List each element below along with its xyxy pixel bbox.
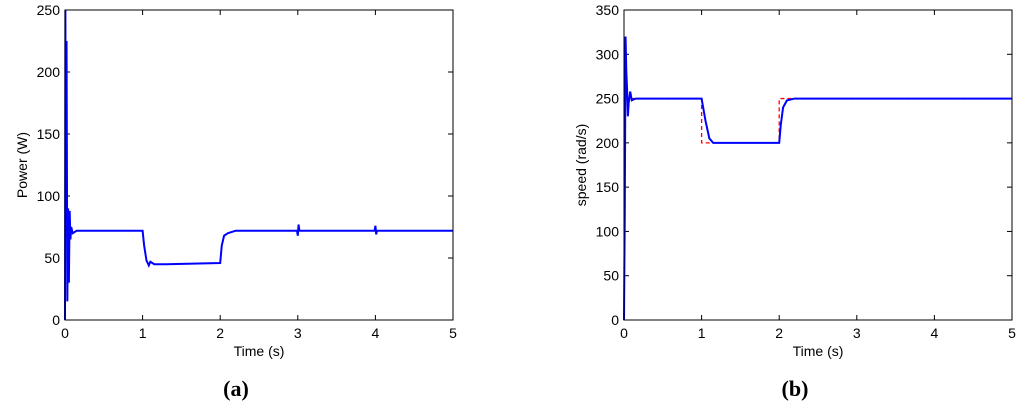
x-tick-label: 0 <box>61 325 69 341</box>
y-tick-label: 150 <box>37 126 61 142</box>
y-tick-label: 250 <box>37 2 61 18</box>
y-tick-label: 200 <box>596 135 620 151</box>
plot-area <box>65 10 453 320</box>
y-tick-label: 100 <box>37 188 61 204</box>
data-line <box>64 9 453 321</box>
y-tick-label: 150 <box>596 179 620 195</box>
y-tick-label: 350 <box>596 2 620 18</box>
x-tick-label: 0 <box>620 325 628 341</box>
x-tick-label: 1 <box>698 325 706 341</box>
x-tick-label: 1 <box>139 325 147 341</box>
y-tick-label: 0 <box>611 312 619 328</box>
x-tick-label: 2 <box>775 325 783 341</box>
x-tick-label: 5 <box>1008 325 1016 341</box>
x-tick-label: 2 <box>216 325 224 341</box>
y-tick-label: 300 <box>596 46 620 62</box>
plot-area <box>624 10 1012 320</box>
y-tick-label: 200 <box>37 64 61 80</box>
y-tick-label: 50 <box>44 250 60 266</box>
x-tick-label: 3 <box>853 325 861 341</box>
x-tick-label: 3 <box>294 325 302 341</box>
y-axis-label: speed (rad/s) <box>573 124 589 206</box>
x-tick-label: 4 <box>931 325 939 341</box>
axes-box <box>623 9 1013 321</box>
data-line <box>623 36 1012 321</box>
caption: (b) <box>782 376 809 401</box>
y-axis-label: Power (W) <box>14 132 30 198</box>
x-tick-label: 4 <box>372 325 380 341</box>
axes-box <box>64 9 454 321</box>
y-tick-label: 100 <box>596 223 620 239</box>
x-axis-label: Time (s) <box>793 343 844 359</box>
x-axis-label: Time (s) <box>234 343 285 359</box>
y-tick-label: 0 <box>52 312 60 328</box>
y-tick-label: 250 <box>596 91 620 107</box>
y-tick-label: 50 <box>603 268 619 284</box>
caption: (a) <box>223 376 249 401</box>
x-tick-label: 5 <box>449 325 457 341</box>
